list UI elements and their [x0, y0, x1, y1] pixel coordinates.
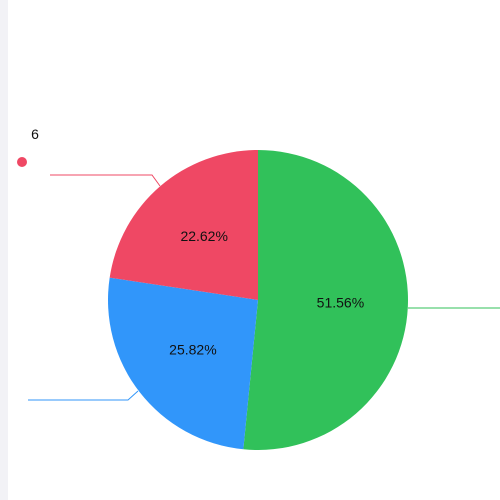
- value-label: 25.82%: [169, 341, 216, 357]
- value-label: 22.62%: [180, 228, 227, 244]
- label-dot: [17, 157, 27, 167]
- leader-line: [50, 174, 161, 187]
- value-label: 51.56%: [317, 295, 364, 311]
- pie-slice: [107, 277, 258, 450]
- category-label: 6: [31, 126, 39, 142]
- pie-slice: [243, 150, 408, 450]
- side-strip: [0, 0, 8, 500]
- pie-slice: [109, 150, 258, 300]
- leader-line: [28, 390, 139, 401]
